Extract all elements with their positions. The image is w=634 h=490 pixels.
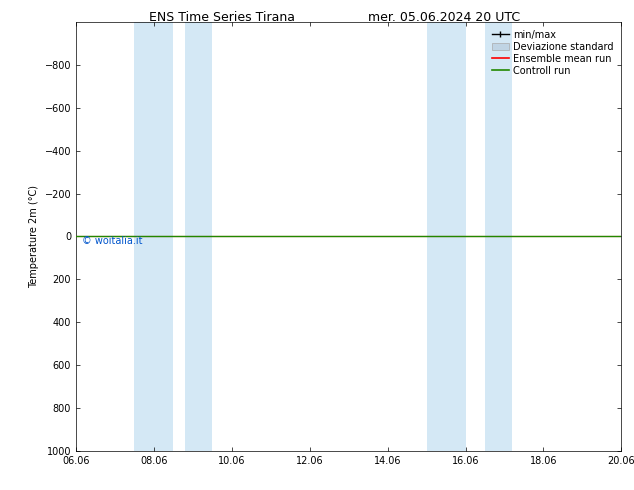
- Text: mer. 05.06.2024 20 UTC: mer. 05.06.2024 20 UTC: [368, 11, 520, 24]
- Bar: [185, 22, 212, 451]
- Bar: [485, 22, 512, 451]
- Legend: min/max, Deviazione standard, Ensemble mean run, Controll run: min/max, Deviazione standard, Ensemble m…: [489, 27, 616, 78]
- Bar: [427, 22, 465, 451]
- Bar: [134, 22, 174, 451]
- Text: ENS Time Series Tirana: ENS Time Series Tirana: [149, 11, 295, 24]
- Text: © woitalia.it: © woitalia.it: [82, 236, 142, 246]
- Y-axis label: Temperature 2m (°C): Temperature 2m (°C): [29, 185, 39, 288]
